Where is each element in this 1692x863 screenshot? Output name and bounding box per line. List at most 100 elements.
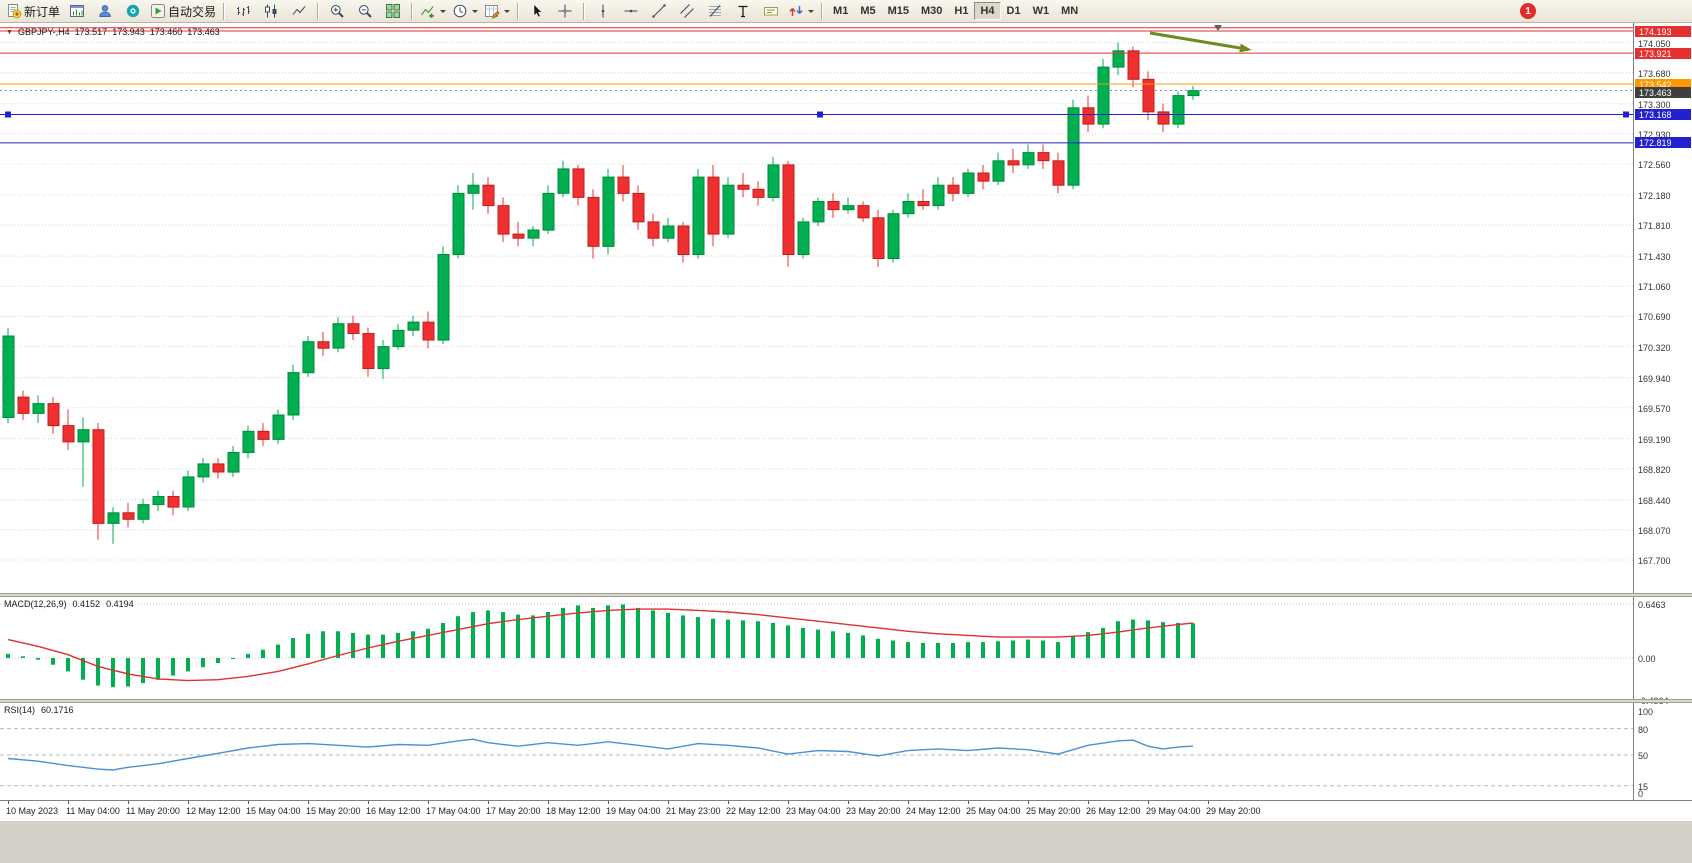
price-label: 172.930 — [1638, 129, 1671, 140]
timeframe-M5[interactable]: M5 — [860, 5, 876, 17]
time-tick — [368, 801, 369, 804]
trend-arrow[interactable] — [1149, 31, 1252, 53]
time-label: 25 May 04:00 — [966, 806, 1021, 816]
time-tick — [848, 801, 849, 804]
dropdown-caret-icon[interactable] — [808, 9, 815, 13]
crosshair-button[interactable] — [551, 0, 579, 22]
dropdown-caret-icon[interactable] — [472, 9, 479, 13]
price-line-label: 172.819 — [1635, 137, 1691, 149]
toolbar-separator — [821, 2, 824, 20]
zoom-out-button[interactable] — [351, 0, 379, 22]
time-label: 11 May 04:00 — [66, 806, 120, 816]
profiles-icon — [99, 4, 111, 17]
zoom-in-button[interactable] — [323, 0, 351, 22]
charts-icon — [70, 5, 85, 17]
price-label: 169.570 — [1638, 403, 1671, 414]
notification-badge[interactable]: 1 — [1520, 3, 1536, 19]
trendline-button[interactable] — [645, 0, 673, 22]
status-bar — [0, 820, 1692, 863]
text-button[interactable] — [729, 0, 757, 22]
macd-histogram — [6, 604, 1195, 688]
close-value: 173.463 — [187, 27, 220, 37]
price-label: 174.050 — [1638, 38, 1671, 49]
autotrade-icon — [151, 4, 166, 18]
price-label: 170.320 — [1638, 342, 1671, 353]
cursor-button[interactable] — [523, 0, 551, 22]
autotrade-label: 自动交易 — [168, 4, 217, 19]
chart-window[interactable]: ▼ GBPJPY-,H4 173.517 173.943 173.460 173… — [0, 23, 1692, 820]
price-line-label: 174.193 — [1635, 25, 1691, 37]
dropdown-caret-icon[interactable] — [504, 9, 511, 13]
bar-chart-icon — [237, 6, 251, 16]
candlesticks — [2, 42, 1200, 544]
symbol-name: GBPJPY-,H4 — [17, 27, 70, 37]
fibonacci-icon — [709, 5, 722, 17]
fibonacci-button[interactable] — [701, 0, 729, 22]
price-label: 172.180 — [1638, 191, 1671, 201]
zoom-in-icon — [331, 5, 344, 18]
time-tick — [308, 801, 309, 804]
toolbar-separator — [583, 2, 586, 20]
line-chart-button[interactable] — [285, 0, 313, 22]
price-label: 168.820 — [1638, 464, 1671, 475]
time-tick — [608, 801, 609, 804]
timeframe-M15[interactable]: M15 — [887, 5, 909, 17]
price-label: 171.060 — [1638, 282, 1671, 293]
timeframe-M1[interactable]: M1 — [833, 5, 849, 17]
time-label: 22 May 12:00 — [726, 806, 781, 816]
text-label-button[interactable] — [757, 0, 785, 22]
panel-splitter[interactable] — [0, 593, 1692, 597]
profiles-button[interactable] — [91, 0, 119, 22]
new-order-icon — [8, 4, 22, 19]
time-tick — [1148, 801, 1149, 804]
chart-canvas[interactable] — [0, 23, 1633, 820]
charts-button[interactable] — [63, 0, 91, 22]
channel-button[interactable] — [673, 0, 701, 22]
timeframe-MN[interactable]: MN — [1061, 5, 1079, 17]
new-order-label: 新订单 — [24, 4, 61, 19]
arrows-button[interactable] — [785, 0, 817, 22]
panel-splitter[interactable] — [0, 699, 1692, 703]
timeframe-D1[interactable]: D1 — [1006, 5, 1021, 17]
timeframe-H4[interactable]: H4 — [974, 2, 1001, 20]
time-label: 26 May 12:00 — [1086, 806, 1141, 816]
periods-button[interactable] — [449, 0, 481, 22]
toolbar-separator — [411, 2, 414, 20]
macd-value: 0.4152 — [72, 599, 101, 609]
timeframe-H1[interactable]: H1 — [954, 5, 969, 17]
rsi-scale-label: 50 — [1638, 751, 1649, 761]
community-button[interactable] — [119, 0, 147, 22]
templates-icon — [485, 5, 500, 19]
horizontal-line-button[interactable] — [617, 0, 645, 22]
price-scale[interactable]: 174.050 173.680 173.300 172.930 172.560 172.1… — [1633, 23, 1692, 800]
time-tick — [188, 801, 189, 804]
candlestick-button[interactable] — [257, 0, 285, 22]
time-label: 21 May 23:00 — [666, 806, 721, 816]
line-chart-icon — [292, 6, 306, 15]
time-axis[interactable]: 10 May 2023 11 May 04:00 11 May 20:00 12 Ma… — [0, 800, 1692, 820]
time-tick — [8, 801, 9, 804]
bar-chart-button[interactable] — [229, 0, 257, 22]
templates-button[interactable] — [481, 0, 513, 22]
horizontal-line-objects[interactable] — [0, 27, 1633, 144]
indicators-button[interactable] — [417, 0, 449, 22]
time-tick — [248, 801, 249, 804]
main-toolbar: 新订单 自动交易 M1 M5 M15 M30 H1 H4 D1 W1 MN 1 — [0, 0, 1692, 23]
tile-windows-button[interactable] — [379, 0, 407, 22]
trendline-icon — [652, 4, 666, 18]
dropdown-caret-icon[interactable] — [440, 9, 447, 13]
open-value: 173.517 — [74, 27, 108, 37]
timeframe-W1[interactable]: W1 — [1032, 5, 1050, 17]
horizontal-line-icon — [624, 9, 638, 13]
price-label: 170.690 — [1638, 312, 1671, 323]
vertical-line-button[interactable] — [589, 0, 617, 22]
new-order-button[interactable]: 新订单 — [3, 0, 63, 22]
autotrade-button[interactable]: 自动交易 — [147, 0, 219, 22]
timeframe-M30[interactable]: M30 — [921, 5, 943, 17]
chart-shift-marker-icon[interactable] — [1214, 25, 1222, 31]
rsi-line — [7, 738, 1194, 771]
candlestick-icon — [265, 4, 277, 18]
rsi-name: RSI(14) — [4, 705, 36, 715]
crosshair-icon — [558, 4, 572, 18]
